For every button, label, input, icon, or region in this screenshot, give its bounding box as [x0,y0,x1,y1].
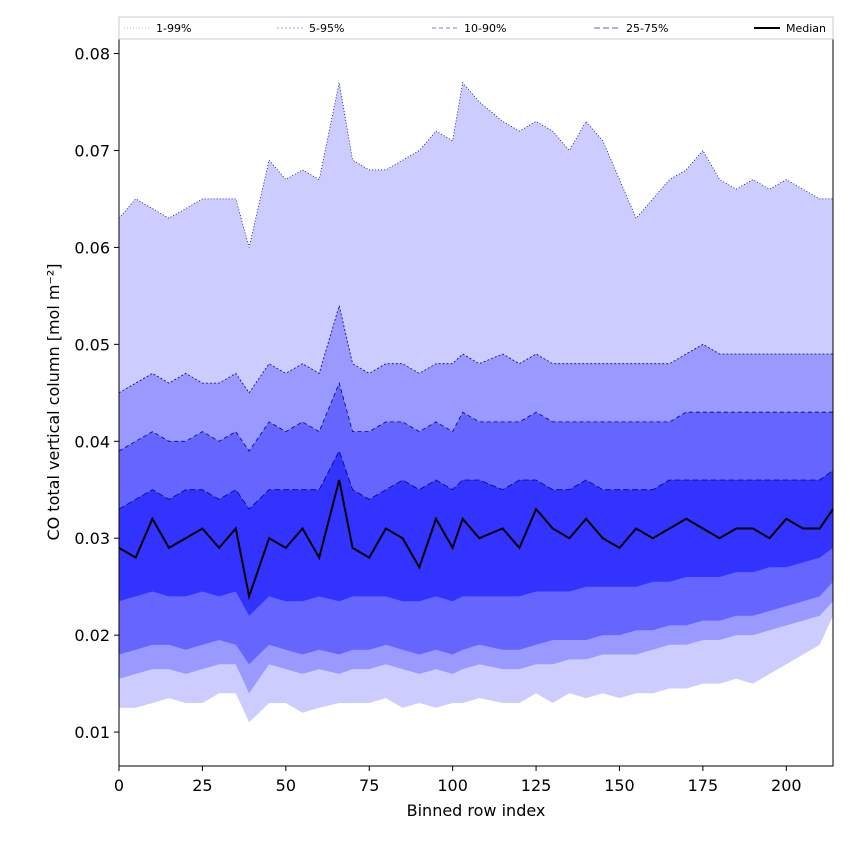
x-tick-label: 100 [437,776,468,795]
y-tick-label: 0.03 [74,529,110,548]
y-tick-label: 0.06 [74,238,110,257]
legend-box [118,16,834,40]
y-tick-label: 0.05 [74,335,110,354]
y-tick-label: 0.01 [74,723,110,742]
band-upper-edge-10-90 [118,381,833,452]
legend-label-1-99: 1-99% [156,22,191,35]
x-tick-label: 75 [359,776,379,795]
x-tick-label: 200 [771,776,802,795]
median-layer [118,479,834,601]
legend-label-Median: Median [786,22,826,35]
y-tick-label: 0.04 [74,432,110,451]
y-axis-ticks: 0.01 0.02 0.03 0.04 0.05 0.06 0.07 0.08 [74,45,119,742]
y-axis-label: CO total vertical column [mol m⁻²] [44,263,63,540]
y-tick-label: 0.08 [74,45,110,64]
legend-label-25-75: 25-75% [626,22,668,35]
y-tick-label: 0.02 [74,626,110,645]
x-axis-label: Binned row index [407,801,546,820]
x-tick-label: 25 [192,776,212,795]
x-tick-label: 50 [276,776,296,795]
legend-label-5-95: 5-95% [309,22,344,35]
median-line [118,479,834,601]
x-tick-label: 150 [604,776,635,795]
y-tick-label: 0.07 [74,141,110,160]
legend-label-10-90: 10-90% [464,22,506,35]
band-upper-edge-25-75 [118,449,834,510]
x-tick-label: 0 [114,776,124,795]
band-upper-edge-5-95 [118,304,833,394]
band-upper-edge-1-99 [118,81,833,248]
x-tick-label: 175 [688,776,719,795]
x-axis-ticks: 0 25 50 75 100 125 150 175 200 [114,766,802,795]
legend: 1-99% 5-95% 10-90% 25-75% Median [118,16,834,40]
x-tick-label: 125 [521,776,552,795]
